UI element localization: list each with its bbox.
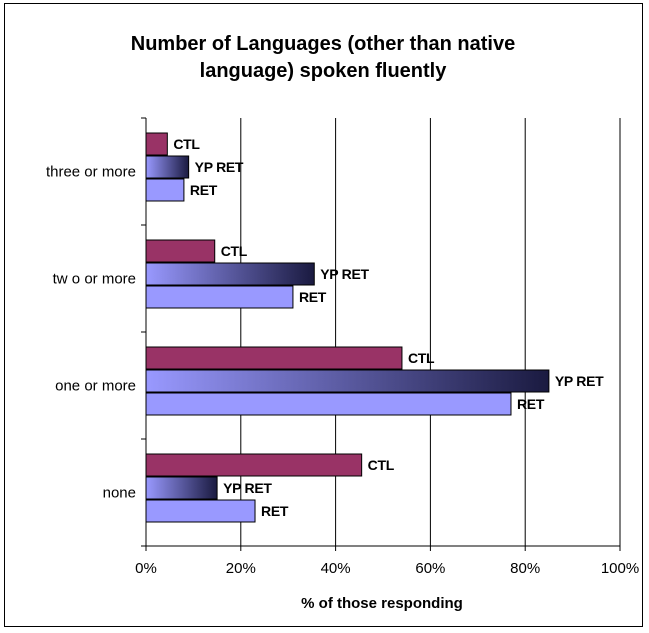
category-label: tw o or more — [53, 271, 136, 288]
bar-yp-ret — [145, 369, 550, 393]
data-label-ret: RET — [261, 503, 289, 519]
tick-labels: 0% 20% 40% 60% 80% 100% three or more tw o or m… — [46, 164, 639, 578]
data-label-yp-ret: YP RET — [223, 480, 272, 496]
bar-ret — [145, 285, 294, 309]
data-label-ctl: CTL — [368, 457, 395, 473]
x-tick-label: 80% — [510, 560, 540, 577]
x-tick-label: 20% — [226, 560, 256, 577]
data-label-ret: RET — [517, 396, 545, 412]
bar-ret — [145, 499, 256, 523]
bar-yp-ret — [145, 155, 190, 179]
bar-ret — [145, 178, 185, 202]
x-axis-label: % of those responding — [301, 595, 463, 612]
data-label-ctl: CTL — [221, 243, 248, 259]
chart-frame — [4, 3, 643, 627]
x-tick-label: 100% — [601, 560, 639, 577]
data-label-ret: RET — [190, 182, 218, 198]
bar-ctl — [145, 453, 363, 477]
chart-title-line-2: language) spoken fluently — [200, 60, 448, 82]
gridlines — [240, 118, 621, 546]
chart-title-line-1: Number of Languages (other than native — [131, 33, 515, 55]
data-label-ctl: CTL — [173, 136, 200, 152]
data-label-yp-ret: YP RET — [195, 159, 244, 175]
bar-ctl — [145, 239, 216, 263]
bar-ctl — [145, 346, 403, 370]
data-label-ret: RET — [299, 289, 327, 305]
bar-ret — [145, 392, 512, 416]
bar-yp-ret — [145, 476, 218, 500]
category-label: none — [103, 485, 136, 502]
bar-ctl — [145, 132, 168, 156]
data-label-ctl: CTL — [408, 350, 435, 366]
x-tick-label: 0% — [135, 560, 157, 577]
category-label: three or more — [46, 164, 136, 181]
x-tick-label: 60% — [415, 560, 445, 577]
data-label-yp-ret: YP RET — [555, 373, 604, 389]
bars — [145, 132, 550, 523]
bar-yp-ret — [145, 262, 315, 286]
data-label-yp-ret: YP RET — [320, 266, 369, 282]
data-labels: CTL YP RET RET CTL YP RET RET CTL YP RET RET CTL Y… — [173, 136, 604, 519]
x-tick-label: 40% — [321, 560, 351, 577]
category-label: one or more — [55, 378, 136, 395]
